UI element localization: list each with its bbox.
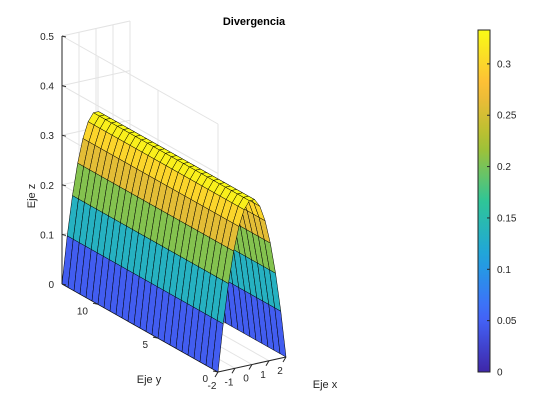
colorbar-tick-label-5: 0.25: [497, 111, 517, 122]
colorbar-tick-label-0: 0: [497, 368, 503, 379]
colorbar: 0 0.05 0.1 0.15 0.2 0.25 0.3: [477, 29, 517, 379]
colorbar-tick-label-6: 0.3: [497, 59, 511, 70]
chart-title: Divergencia: [223, 16, 286, 28]
z-tick-mark-1: [61, 233, 67, 236]
colorbar-tick-label-2: 0.1: [497, 265, 511, 276]
y-tick-mark-1: [152, 336, 159, 339]
z-tick-label-3: 0.3: [40, 131, 54, 142]
y-axis-label: Eje y: [137, 374, 162, 386]
surface-cell-0-0: [211, 320, 224, 373]
x-axis-label: Eje x: [313, 379, 338, 391]
z-tick-mark-5: [61, 35, 67, 38]
grid-line-z-left-5: [61, 35, 219, 125]
y-tick-label-0: 0: [202, 374, 208, 385]
x-tick-mark-3: [265, 360, 270, 367]
grid-line-z-left-4: [61, 85, 219, 175]
colorbar-tick-label-3: 0.15: [497, 213, 517, 224]
y-tick-mark-2: [92, 302, 99, 305]
x-tick-label-2: 0: [243, 374, 249, 385]
z-axis-label: Eje z: [26, 184, 38, 208]
x-tick-mark-1: [231, 367, 236, 374]
z-tick-label-1: 0.1: [40, 230, 54, 241]
y-tick-mark-0: [212, 370, 219, 373]
colorbar-tick-label-1: 0.05: [497, 316, 517, 327]
z-tick-mark-4: [61, 85, 67, 88]
y-tick-label-1: 5: [142, 340, 148, 351]
x-tick-label-3: 1: [260, 370, 266, 381]
x-tick-label-1: -1: [225, 377, 234, 388]
surface-layer: [61, 111, 287, 373]
x-tick-mark-0: [214, 371, 219, 378]
z-tick-mark-2: [61, 184, 67, 187]
z-tick-label-4: 0.4: [40, 82, 54, 93]
z-tick-mark-0: [61, 283, 67, 286]
z-tick-label-5: 0.5: [40, 32, 54, 43]
x-tick-label-4: 2: [277, 366, 283, 377]
colorbar-tick-label-4: 0.2: [497, 162, 511, 173]
z-tick-mark-3: [61, 134, 67, 137]
x-tick-mark-4: [282, 356, 287, 363]
x-tick-label-0: -2: [208, 381, 217, 392]
z-tick-label-0: 0: [48, 280, 54, 291]
z-tick-label-2: 0.2: [40, 181, 54, 192]
x-tick-mark-2: [248, 364, 253, 370]
y-tick-label-2: 10: [77, 306, 89, 317]
